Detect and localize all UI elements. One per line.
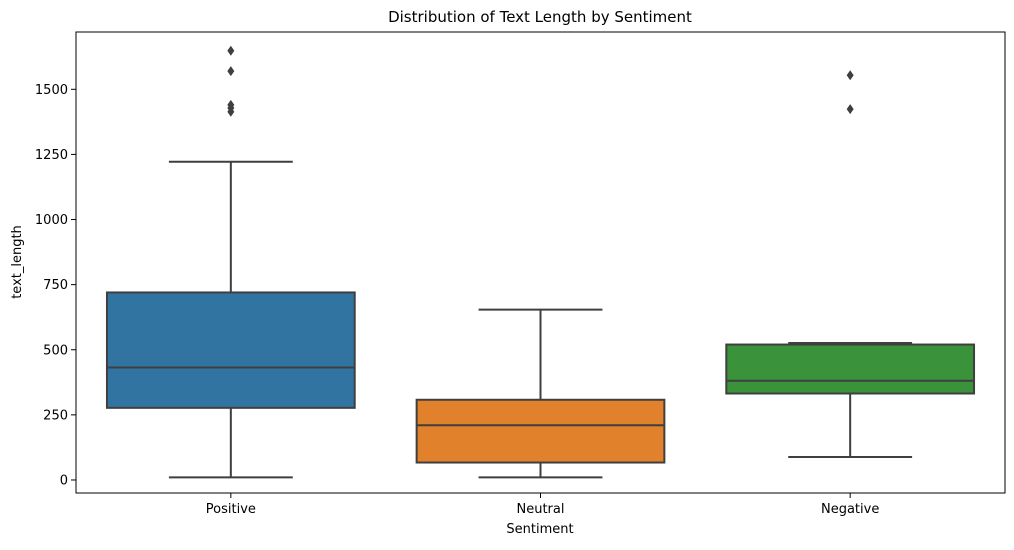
iqr-box-positive bbox=[105, 291, 356, 409]
plot-area bbox=[105, 45, 976, 479]
x-axis: Positive Neutral Negative bbox=[206, 493, 879, 517]
box-group-negative bbox=[725, 70, 976, 459]
y-tick-label: 250 bbox=[43, 408, 68, 423]
x-tick-label: Negative bbox=[821, 502, 879, 517]
y-axis: 0 250 500 750 1000 1250 1500 bbox=[35, 83, 76, 488]
outlier-point-negative bbox=[846, 104, 854, 115]
box-group-neutral bbox=[415, 308, 666, 479]
x-axis-label: Sentiment bbox=[506, 522, 573, 537]
y-tick-label: 1250 bbox=[35, 148, 68, 163]
y-tick-label: 1000 bbox=[35, 213, 68, 228]
outlier-point-negative bbox=[846, 70, 854, 81]
x-tick-label: Neutral bbox=[517, 502, 565, 517]
y-axis-label: text_length bbox=[10, 225, 25, 299]
y-tick-label: 500 bbox=[43, 343, 68, 358]
outlier-point-positive bbox=[227, 99, 235, 110]
outlier-point-positive bbox=[227, 66, 235, 77]
y-tick-label: 750 bbox=[43, 278, 68, 293]
y-tick-label: 1500 bbox=[35, 83, 68, 98]
iqr-box-neutral bbox=[415, 398, 666, 464]
box-group-positive bbox=[105, 45, 356, 479]
x-tick-label: Positive bbox=[206, 502, 256, 517]
iqr-box-negative bbox=[725, 343, 976, 395]
chart-title: Distribution of Text Length by Sentiment bbox=[388, 8, 692, 26]
y-tick-label: 0 bbox=[60, 473, 68, 488]
outlier-point-positive bbox=[227, 45, 235, 56]
